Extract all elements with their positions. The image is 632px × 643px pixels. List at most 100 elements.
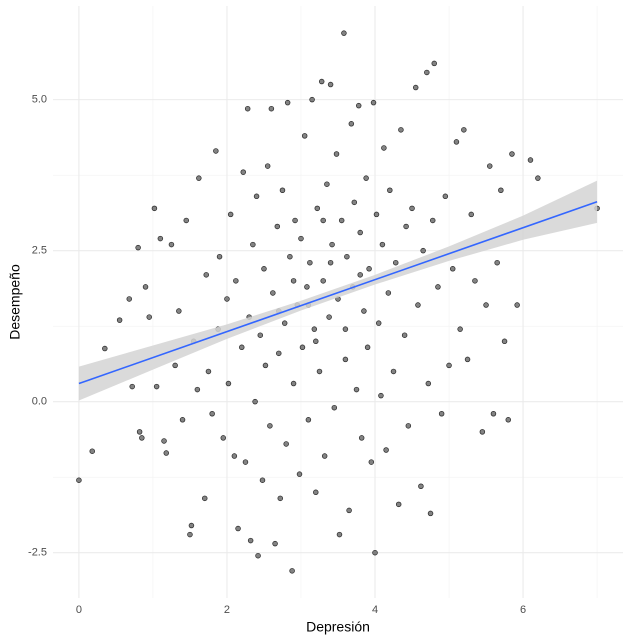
point xyxy=(324,181,330,187)
point xyxy=(296,471,303,477)
point xyxy=(358,435,365,441)
point xyxy=(342,356,349,363)
point xyxy=(224,296,230,302)
point xyxy=(357,229,363,236)
point xyxy=(247,537,254,544)
point xyxy=(272,540,278,547)
point xyxy=(405,423,412,429)
point xyxy=(183,217,189,224)
point xyxy=(274,223,281,230)
point xyxy=(392,259,399,266)
point xyxy=(284,99,291,106)
point xyxy=(357,272,363,278)
point xyxy=(321,453,328,459)
point xyxy=(168,241,175,248)
point xyxy=(449,266,456,272)
point xyxy=(468,211,474,218)
point xyxy=(309,96,315,103)
point xyxy=(179,417,186,423)
point xyxy=(116,317,123,323)
point xyxy=(366,266,372,272)
point xyxy=(383,447,389,453)
point xyxy=(304,284,310,290)
point xyxy=(418,483,424,489)
point xyxy=(129,383,135,390)
regression-line xyxy=(78,200,598,385)
point xyxy=(490,411,497,417)
point xyxy=(373,211,380,218)
point xyxy=(379,241,386,248)
point xyxy=(342,326,349,332)
point xyxy=(430,217,436,224)
point xyxy=(102,345,108,352)
point xyxy=(276,350,282,357)
point xyxy=(314,205,321,212)
point xyxy=(290,380,297,387)
point xyxy=(390,368,397,375)
point xyxy=(146,314,152,320)
point xyxy=(259,477,266,483)
point xyxy=(135,244,141,251)
point xyxy=(363,175,369,181)
confidence-band xyxy=(78,180,598,401)
point xyxy=(327,81,334,88)
point xyxy=(514,302,520,308)
point xyxy=(301,133,308,139)
point xyxy=(262,362,269,369)
point xyxy=(264,163,271,169)
point xyxy=(364,344,371,351)
point xyxy=(267,423,273,429)
point xyxy=(381,145,387,151)
point xyxy=(398,127,404,133)
point xyxy=(401,332,408,338)
x-tick-label: 2 xyxy=(224,604,230,616)
point xyxy=(157,235,164,242)
point xyxy=(283,441,289,447)
point xyxy=(372,549,378,556)
point xyxy=(403,223,409,230)
point xyxy=(333,151,340,157)
point xyxy=(279,187,286,193)
point xyxy=(244,105,251,112)
y-tick-label: 0.0 xyxy=(32,396,47,408)
point xyxy=(353,386,360,393)
point xyxy=(378,392,384,399)
point xyxy=(196,175,202,181)
point xyxy=(289,568,295,574)
point xyxy=(307,259,313,266)
point xyxy=(427,510,434,517)
point xyxy=(387,187,393,193)
point xyxy=(341,30,347,36)
point xyxy=(235,525,241,532)
point xyxy=(472,278,478,284)
point xyxy=(252,398,258,405)
point xyxy=(446,362,452,369)
point xyxy=(479,429,486,435)
point xyxy=(327,259,334,266)
y-tick-label: -2.5 xyxy=(28,547,47,559)
point xyxy=(202,495,208,502)
x-tick-label: 0 xyxy=(76,604,82,616)
point xyxy=(370,99,377,106)
point xyxy=(205,368,212,375)
point xyxy=(453,139,460,145)
point xyxy=(292,217,298,224)
point xyxy=(311,326,318,332)
point xyxy=(281,320,288,326)
point xyxy=(487,163,493,169)
point xyxy=(253,193,260,200)
point xyxy=(176,308,182,314)
point xyxy=(336,531,343,538)
point xyxy=(257,332,264,338)
point xyxy=(415,302,421,308)
point xyxy=(395,501,402,508)
point xyxy=(501,338,508,345)
point xyxy=(313,338,319,345)
point xyxy=(255,552,261,559)
point xyxy=(316,368,323,375)
y-tick-label: 5.0 xyxy=(32,94,47,106)
point xyxy=(329,241,335,248)
point xyxy=(153,383,160,390)
point xyxy=(76,477,82,483)
